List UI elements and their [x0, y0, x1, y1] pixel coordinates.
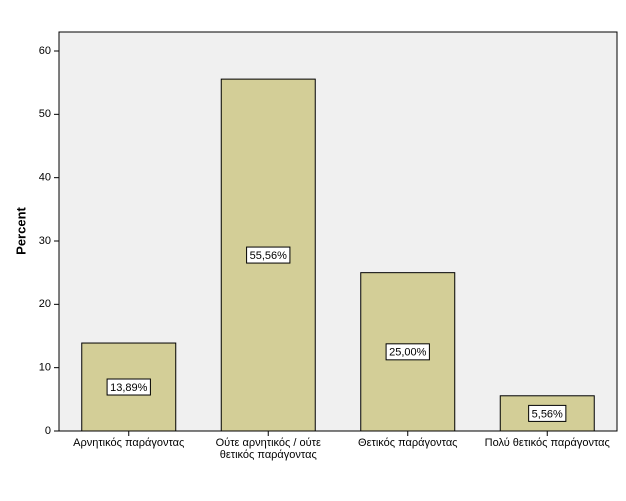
value-label: 55,56%: [250, 250, 288, 262]
y-tick-label: 60: [39, 45, 51, 57]
value-label: 13,89%: [110, 382, 148, 394]
value-label-box: [106, 378, 151, 396]
y-tick-label: 30: [39, 235, 51, 247]
x-tick-label: Πολύ θετικός παράγοντας: [484, 437, 610, 449]
y-axis-title: Percent: [13, 206, 28, 254]
x-tick-label: Αρνητικός παράγοντας: [73, 437, 185, 449]
x-tick-label-box: Αρνητικός παράγοντας: [73, 437, 185, 449]
value-label-box: [246, 246, 291, 264]
value-label: 25,00%: [389, 347, 427, 359]
x-tick-label-box: Θετικός παράγοντας: [358, 437, 458, 449]
y-tick-label: 50: [39, 108, 51, 120]
x-tick-label: Θετικός παράγοντας: [358, 437, 458, 449]
value-label: 5,56%: [532, 408, 563, 420]
x-tick-label: Ούτε αρνητικός / ούτε θετικός παράγοντας: [215, 437, 321, 461]
y-tick-label: 10: [39, 362, 51, 374]
value-label-box: [385, 343, 430, 361]
x-tick-label-box: Ούτε αρνητικός / ούτε θετικός παράγοντας: [215, 437, 321, 461]
value-label-box: [528, 404, 567, 422]
x-tick-label-box: Πολύ θετικός παράγοντας: [484, 437, 610, 449]
y-tick-label: 40: [39, 172, 51, 184]
y-tick-label: 0: [45, 425, 51, 437]
y-tick-label: 20: [39, 298, 51, 310]
